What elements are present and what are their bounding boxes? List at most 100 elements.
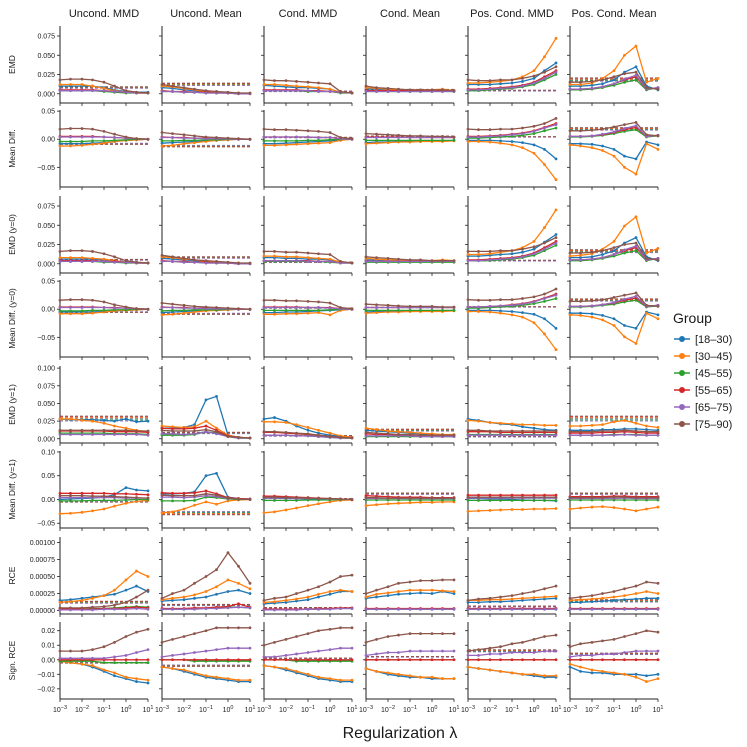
data-point [554, 73, 558, 76]
data-point [226, 578, 230, 582]
data-point [579, 496, 582, 499]
data-point [146, 658, 150, 662]
data-point [568, 601, 572, 604]
data-point [510, 495, 514, 499]
data-point [262, 135, 266, 139]
data-point [499, 669, 502, 673]
data-point [590, 304, 594, 308]
data-point [58, 144, 62, 148]
data-point [579, 433, 582, 437]
panel [159, 110, 252, 190]
data-point [58, 256, 62, 259]
data-point [193, 658, 196, 662]
data-point [408, 674, 412, 678]
data-point [237, 564, 240, 568]
data-point [306, 299, 310, 303]
data-point [488, 298, 492, 302]
x-tick-label: 10−2 [177, 705, 191, 714]
data-point [160, 131, 164, 134]
data-point [339, 90, 342, 93]
legend-label: [65–75) [695, 402, 732, 414]
data-point [645, 496, 648, 499]
data-point [386, 303, 390, 307]
y-tick-label: 0.000 [37, 91, 55, 98]
data-point [91, 135, 94, 139]
data-point [284, 595, 288, 599]
data-point [568, 658, 572, 662]
data-point [634, 429, 638, 433]
data-point [273, 250, 276, 253]
data-point [204, 428, 208, 431]
data-point [554, 126, 558, 130]
data-point [135, 496, 138, 499]
data-point [532, 252, 536, 256]
data-point [397, 433, 400, 436]
data-point [408, 496, 412, 500]
data-point [171, 427, 174, 431]
data-point [590, 315, 594, 319]
data-point [441, 589, 444, 593]
data-point [375, 607, 378, 611]
data-point [452, 89, 456, 93]
data-point [477, 601, 480, 604]
data-point [554, 178, 558, 182]
data-point [262, 306, 266, 309]
data-point [102, 421, 106, 425]
data-point [499, 495, 502, 499]
data-point [364, 136, 368, 139]
data-point [601, 669, 604, 673]
data-point [124, 588, 128, 592]
panel [567, 366, 660, 446]
data-point [182, 494, 186, 498]
x-tick-label: 100 [121, 705, 132, 714]
x-tick-label: 10−1 [301, 705, 315, 714]
data-point [171, 144, 174, 147]
data-point [215, 432, 218, 436]
data-point [237, 261, 240, 265]
data-point [554, 243, 558, 247]
data-point [568, 598, 572, 602]
data-point [317, 433, 320, 437]
data-point [634, 294, 638, 298]
data-point [601, 599, 604, 603]
x-tick-label: 101 [551, 705, 562, 714]
data-point [521, 80, 524, 83]
data-point [656, 581, 660, 585]
data-point [124, 259, 128, 263]
data-point [543, 607, 546, 611]
data-point [124, 501, 128, 505]
data-point [634, 672, 638, 676]
data-point [579, 314, 582, 317]
data-point [226, 606, 230, 610]
data-point [601, 433, 604, 437]
data-point [532, 651, 536, 654]
data-point [590, 146, 594, 150]
data-point [295, 423, 298, 427]
data-point [113, 138, 116, 142]
data-point [601, 303, 604, 307]
x-tick-label: 101 [143, 705, 154, 714]
data-point [397, 651, 400, 654]
y-tick-label: −0.05 [37, 521, 55, 528]
data-point [306, 598, 310, 602]
data-point [601, 423, 604, 427]
data-point [193, 671, 196, 675]
data-point [634, 172, 638, 176]
data-point [273, 139, 276, 143]
data-point [532, 76, 536, 80]
data-point [273, 495, 276, 499]
data-point [91, 648, 94, 652]
column-title: Cond. Mean [380, 8, 440, 20]
data-point [124, 578, 128, 582]
data-point [295, 299, 298, 303]
data-point [623, 433, 626, 436]
data-point [284, 667, 288, 670]
data-point [160, 596, 164, 600]
data-point [568, 596, 572, 600]
data-point [248, 587, 252, 591]
data-point [634, 120, 638, 124]
data-point [634, 78, 638, 82]
data-point [58, 601, 62, 604]
data-point [408, 649, 412, 653]
data-point [124, 675, 128, 679]
